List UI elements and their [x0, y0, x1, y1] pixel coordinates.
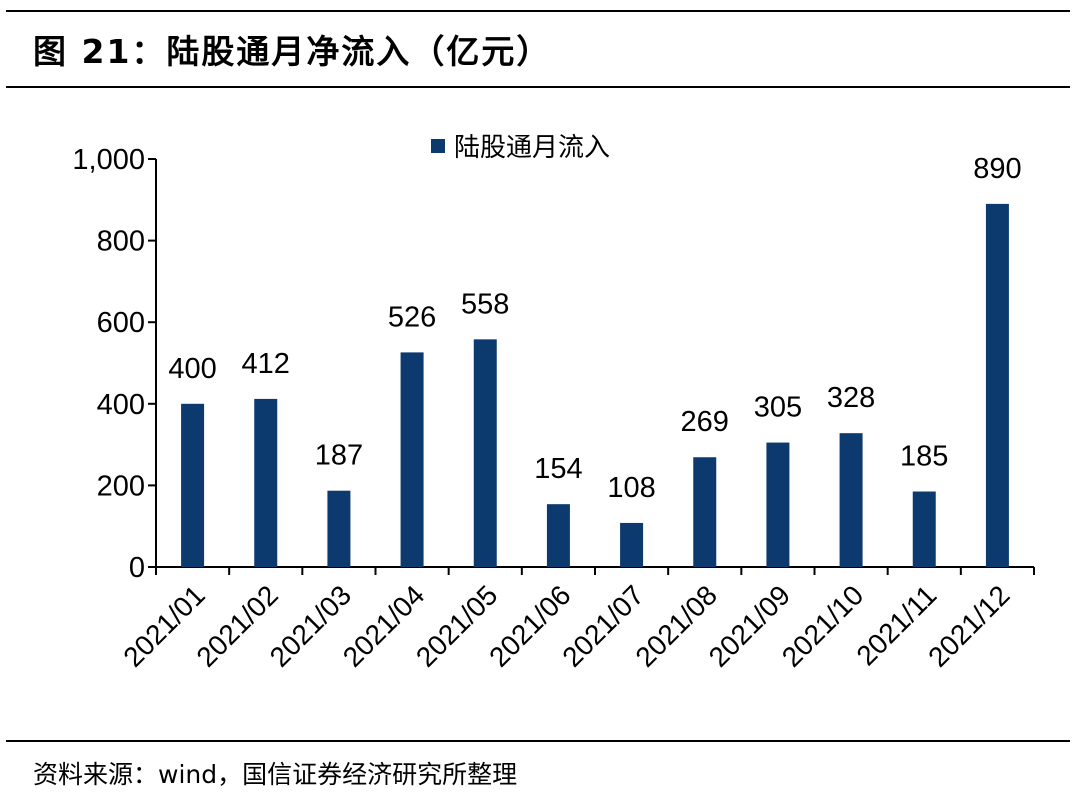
bar [620, 522, 644, 567]
y-tick-label: 600 [97, 307, 145, 339]
data-label: 187 [315, 440, 363, 472]
bar [839, 433, 863, 567]
legend-swatch [431, 139, 445, 153]
bar [181, 403, 205, 567]
data-labels: 400 412 187 526 558 154 108 269 305 328 185 890 [168, 153, 1021, 504]
top-rule [6, 10, 1070, 12]
bar-chart: 0 200 400 600 800 1,000 2021/012021/022021/03… [72, 133, 1035, 673]
y-tick-label: 200 [97, 470, 145, 502]
x-tick-label: 2021/01 [117, 579, 210, 672]
x-tick-label: 2021/09 [703, 579, 796, 672]
bar [327, 490, 351, 567]
x-tick-label: 2021/07 [556, 579, 649, 672]
y-tick-label: 400 [97, 389, 145, 421]
y-axis: 0 200 400 600 800 1,000 [72, 144, 157, 584]
data-label: 890 [973, 153, 1021, 185]
x-tick-label: 2021/06 [483, 579, 576, 672]
bar-series [181, 203, 1009, 567]
x-tick-label: 2021/12 [922, 579, 1015, 672]
x-tick-label: 2021/10 [776, 579, 869, 672]
source-note: 资料来源：wind，国信证券经济研究所整理 [33, 760, 518, 789]
y-tick-label: 1,000 [72, 144, 145, 176]
x-tick-label: 2021/05 [410, 579, 503, 672]
data-label: 108 [607, 472, 655, 504]
bar [766, 442, 790, 567]
data-label: 526 [388, 301, 436, 333]
bar [546, 504, 570, 567]
bar [254, 398, 278, 567]
figure-title: 图 21：陆股通月净流入（亿元） [33, 32, 552, 71]
x-tick-label: 2021/03 [264, 579, 357, 672]
bar [693, 457, 717, 567]
legend: 陆股通月流入 [431, 133, 610, 163]
bottom-rule [6, 740, 1070, 742]
bar [912, 491, 936, 567]
bar [985, 203, 1009, 567]
data-label: 185 [900, 441, 948, 473]
data-label: 558 [461, 288, 509, 320]
data-label: 328 [827, 382, 875, 414]
data-label: 154 [534, 453, 582, 485]
bar [400, 352, 424, 567]
data-label: 269 [681, 406, 729, 438]
title-rule [6, 86, 1070, 88]
legend-label: 陆股通月流入 [454, 133, 610, 163]
data-label: 412 [242, 348, 290, 380]
data-label: 305 [754, 392, 802, 424]
data-label: 400 [168, 353, 216, 385]
x-axis: 2021/012021/022021/032021/042021/052021/… [117, 566, 1035, 673]
x-tick-label: 2021/08 [629, 579, 722, 672]
x-tick-label: 2021/02 [190, 579, 283, 672]
x-tick-label: 2021/04 [337, 579, 430, 672]
bar [473, 339, 497, 567]
y-tick-label: 0 [129, 552, 145, 584]
y-tick-label: 800 [97, 226, 145, 258]
